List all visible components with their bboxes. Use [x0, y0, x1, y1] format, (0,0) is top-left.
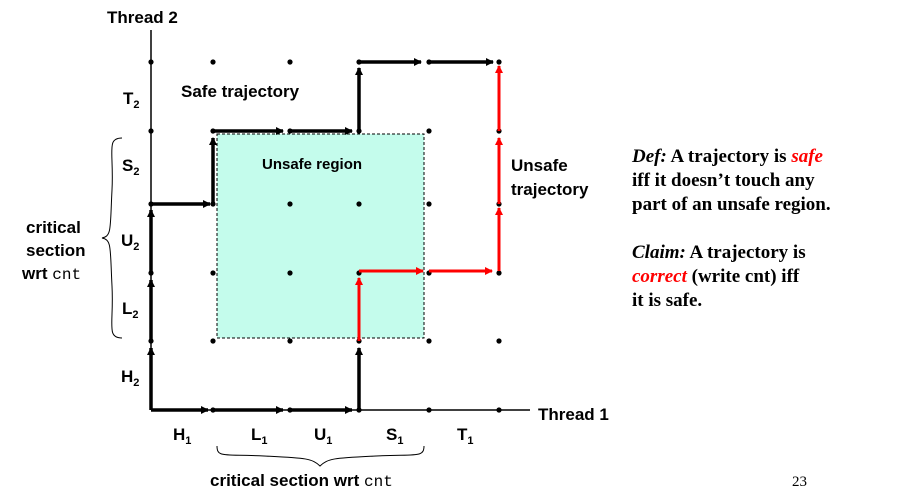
- thread2-axis-label: Thread 2: [107, 8, 178, 27]
- unsafe-region-label: Unsafe region: [262, 156, 362, 173]
- claim-line3: it is safe.: [632, 290, 703, 311]
- x-segment-l1: L1: [251, 425, 268, 447]
- grid-dot: [210, 59, 216, 65]
- grid-dot: [287, 59, 293, 65]
- critical-section-y-line3: wrt cnt: [21, 264, 81, 284]
- grid-dot: [356, 201, 362, 207]
- safe-trajectory-label: Safe trajectory: [181, 82, 300, 101]
- x-segment-t1: T1: [457, 425, 474, 447]
- def-line2: iff it doesn’t touch any: [632, 170, 815, 191]
- grid-dot: [287, 270, 293, 276]
- claim-line2: correct (write cnt) iff: [632, 266, 800, 287]
- grid-dot: [148, 128, 154, 134]
- x-segment-h1: H1: [173, 425, 191, 447]
- unsafe-region: [216, 133, 425, 339]
- unsafe-trajectory-label-line1: Unsafe: [511, 156, 568, 175]
- grid-dot: [210, 270, 216, 276]
- grid-dot: [426, 201, 432, 207]
- grid-dot: [287, 201, 293, 207]
- grid-dot: [426, 128, 432, 134]
- grid-dot: [496, 407, 502, 413]
- y-segment-l2: L2: [122, 299, 139, 321]
- y-segment-s2: S2: [122, 156, 139, 178]
- shared-path: [151, 347, 363, 414]
- grid-dot: [210, 338, 216, 344]
- critical-section-x-label: critical section wrt cnt: [210, 471, 393, 491]
- critical-section-brace-y: [101, 137, 123, 339]
- x-segment-s1: S1: [386, 425, 403, 447]
- critical-section-brace-x: [216, 445, 425, 467]
- y-segment-h2: H2: [121, 367, 139, 389]
- unsafe-trajectory: [355, 65, 503, 341]
- def-line3: part of an unsafe region.: [632, 194, 831, 215]
- critical-section-y-line2: section: [26, 241, 86, 260]
- grid-dot: [287, 338, 293, 344]
- definition-block: Def: A trajectory is safe iff it doesn’t…: [632, 145, 902, 313]
- safe-trajectory: [147, 58, 494, 410]
- grid-dot: [426, 407, 432, 413]
- grid-dot: [496, 270, 502, 276]
- page-number: 23: [792, 474, 807, 490]
- thread1-axis-label: Thread 1: [538, 405, 609, 424]
- y-segment-u2: U2: [121, 231, 139, 253]
- grid-dot: [148, 59, 154, 65]
- y-segment-t2: T2: [123, 89, 140, 111]
- grid-dot: [496, 59, 502, 65]
- grid-dot: [496, 338, 502, 344]
- critical-section-y-line1: critical: [26, 218, 81, 237]
- claim-line1: Claim: A trajectory is: [632, 242, 806, 263]
- x-segment-u1: U1: [314, 425, 332, 447]
- def-line1: Def: A trajectory is safe: [632, 146, 823, 167]
- grid-dot: [426, 338, 432, 344]
- unsafe-trajectory-label-line2: trajectory: [511, 180, 589, 199]
